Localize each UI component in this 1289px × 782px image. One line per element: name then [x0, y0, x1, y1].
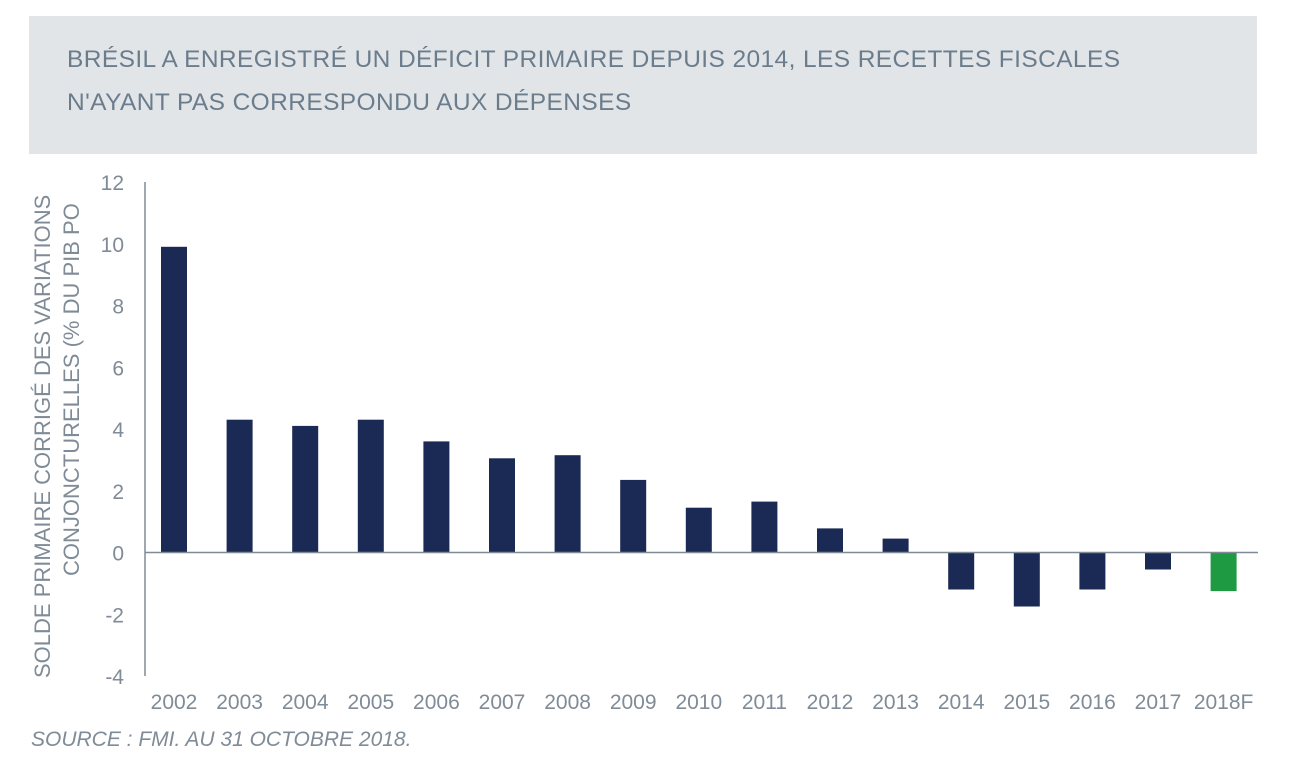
- bar-2008: [554, 455, 581, 553]
- x-tick-label-2010: 2010: [675, 691, 722, 714]
- bar-2007: [489, 458, 515, 553]
- x-tick-label-2016: 2016: [1069, 691, 1116, 714]
- x-tick-label-2013: 2013: [872, 691, 919, 714]
- bar-2003: [226, 419, 253, 553]
- x-tick-label-2012: 2012: [807, 691, 854, 714]
- bar-2016: [1079, 552, 1106, 590]
- x-tick-label-2007: 2007: [479, 691, 526, 714]
- x-tick-label-2009: 2009: [610, 691, 657, 714]
- bar-2010: [685, 507, 712, 553]
- y-tick-label: 8: [112, 296, 124, 319]
- title-banner: BRÉSIL A ENREGISTRÉ UN DÉFICIT PRIMAIRE …: [29, 16, 1257, 154]
- bar-2004: [292, 425, 319, 553]
- bar-2018F: [1210, 552, 1237, 592]
- source-note: SOURCE : FMI. AU 31 OCTOBRE 2018.: [31, 728, 412, 751]
- y-tick-label: -2: [105, 604, 124, 627]
- y-tick-label: 6: [112, 357, 124, 380]
- bar-2013: [882, 538, 909, 553]
- x-tick-label-2002: 2002: [151, 691, 198, 714]
- y-tick-label: 4: [112, 419, 124, 442]
- chart-title-line-2: N'AYANT PAS CORRESPONDU AUX DÉPENSES: [67, 89, 632, 116]
- y-tick-label: 10: [101, 234, 124, 257]
- x-tick-label-2005: 2005: [347, 691, 394, 714]
- y-tick-label: 2: [112, 481, 124, 504]
- x-tick-label-2017: 2017: [1135, 691, 1182, 714]
- x-tick-label-2008: 2008: [544, 691, 591, 714]
- x-tick-label-2018F: 2018F: [1194, 691, 1254, 714]
- y-tick-label: 12: [101, 172, 124, 195]
- bar-2006: [423, 441, 450, 553]
- x-tick-label-2004: 2004: [282, 691, 329, 714]
- bar-2002: [161, 246, 187, 553]
- bar-2015: [1013, 552, 1040, 607]
- bar-2011: [751, 501, 778, 553]
- x-tick-label-2014: 2014: [938, 691, 985, 714]
- bar-2005: [357, 419, 384, 553]
- x-tick-label-2015: 2015: [1003, 691, 1050, 714]
- x-tick-label-2003: 2003: [216, 691, 263, 714]
- x-tick-label-2006: 2006: [413, 691, 460, 714]
- bar-2012: [817, 528, 843, 553]
- chart-title-line-1: BRÉSIL A ENREGISTRÉ UN DÉFICIT PRIMAIRE …: [67, 46, 1121, 73]
- x-tick-label-2011: 2011: [742, 691, 787, 714]
- y-tick-label: 0: [112, 543, 124, 566]
- y-tick-label: -4: [105, 666, 124, 689]
- bar-2017: [1145, 552, 1171, 570]
- bar-2014: [948, 552, 975, 590]
- bar-2009: [620, 479, 647, 553]
